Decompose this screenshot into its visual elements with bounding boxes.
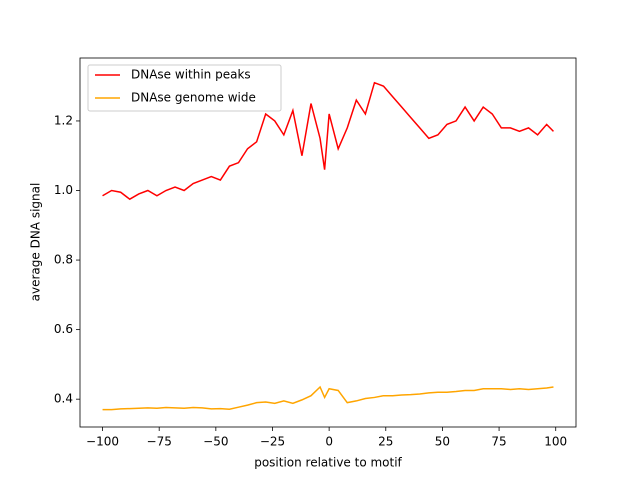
- y-tick-label: 0.4: [54, 392, 73, 406]
- y-axis-label: average DNA signal: [29, 183, 43, 302]
- x-tick-label: −50: [203, 435, 228, 449]
- x-tick-label: 100: [544, 435, 567, 449]
- x-tick-label: 0: [325, 435, 333, 449]
- x-axis-label: position relative to motif: [254, 456, 402, 470]
- line-series: [102, 81, 554, 201]
- y-tick-label: 0.6: [54, 322, 73, 336]
- x-tick-label: 50: [435, 435, 450, 449]
- y-tick-label: 1.0: [54, 183, 73, 197]
- legend-label: DNAse within peaks: [131, 68, 251, 82]
- y-tick-label: 0.8: [54, 253, 73, 267]
- plot-frame: [79, 57, 577, 428]
- legend-label: DNAse genome wide: [131, 91, 256, 105]
- legend-box: [87, 64, 282, 112]
- x-tick-label: 25: [378, 435, 393, 449]
- x-tick-label: −100: [86, 435, 119, 449]
- line-series: [102, 385, 554, 411]
- x-tick-label: 75: [491, 435, 506, 449]
- x-tick-label: −25: [260, 435, 285, 449]
- x-tick-label: −75: [147, 435, 172, 449]
- y-tick-label: 1.2: [54, 113, 73, 127]
